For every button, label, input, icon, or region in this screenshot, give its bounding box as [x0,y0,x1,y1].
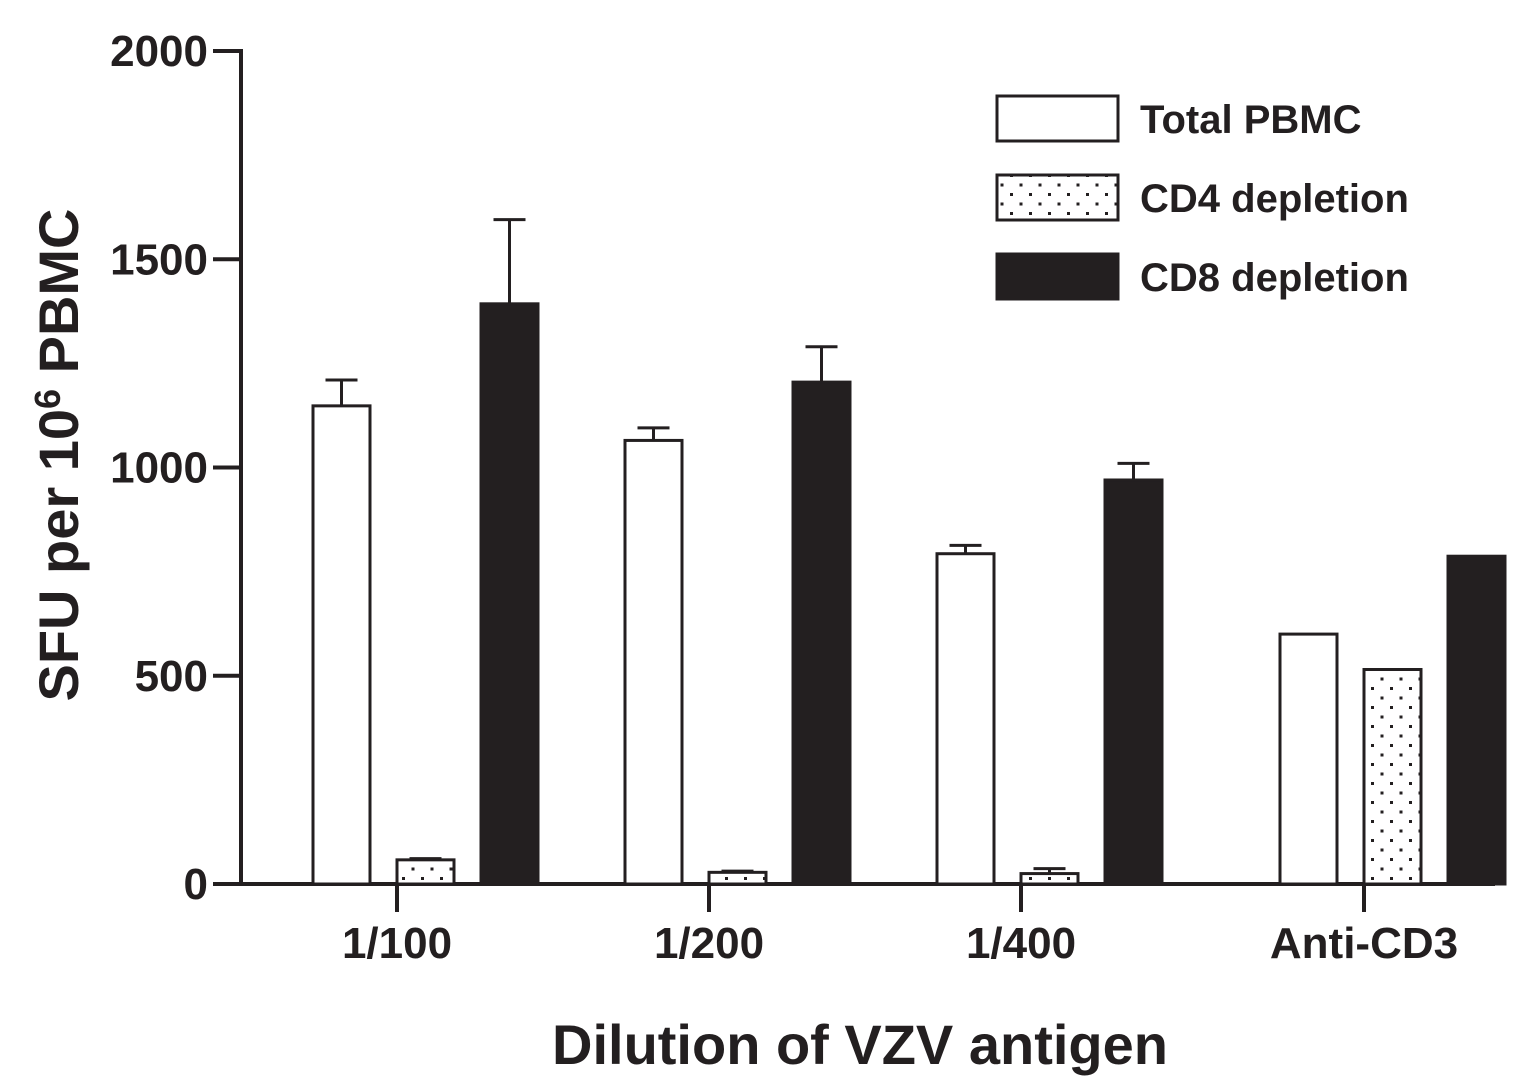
bar-cd4-depletion [1019,872,1080,886]
legend-swatch-cd8-depletion [995,252,1120,301]
bar-cd8-depletion [1103,478,1164,886]
legend-label: CD8 depletion [1140,256,1409,300]
legend-label: CD4 depletion [1140,177,1409,221]
y-axis-title-superscript: 6 [27,389,68,409]
bar-cd8-depletion [791,380,852,886]
y-axis: 0 500 1000 1500 2000 [110,27,243,909]
y-tick-label: 500 [135,652,208,701]
legend-swatch-cd4-depletion [995,173,1120,222]
error-bars [325,218,1150,874]
bar-cd8-depletion [1446,554,1507,886]
bar-total-pbmc [311,404,372,886]
y-tick-label: 0 [184,860,208,909]
x-tick-label: 1/400 [966,919,1076,968]
bars [311,302,1507,886]
x-tick-label: 1/100 [342,919,452,968]
bar-total-pbmc [623,438,684,886]
bar-cd4-depletion [395,858,456,886]
bar-total-pbmc [1278,632,1339,886]
x-axis-title: Dilution of VZV antigen [552,1013,1168,1076]
legend-swatch-total-pbmc [995,94,1120,143]
x-axis: 1/100 1/200 1/400 Anti-CD3 [239,882,1495,968]
bar-cd4-depletion [707,870,768,886]
y-axis-title: SFU per 106 PBMC [27,208,90,701]
y-tick-label: 2000 [110,27,208,76]
x-tick-label: Anti-CD3 [1270,919,1458,968]
y-tick-label: 1000 [110,444,208,493]
bar-cd4-depletion [1362,668,1423,886]
legend: Total PBMC CD4 depletion CD8 depletion [995,94,1409,301]
y-axis-title-suffix: PBMC [27,208,90,388]
x-tick-label: 1/200 [654,919,764,968]
y-axis-title-prefix: SFU per 10 [27,409,90,702]
y-tick-label: 1500 [110,235,208,284]
bar-total-pbmc [935,552,996,886]
bar-cd8-depletion [479,302,540,886]
legend-label: Total PBMC [1140,98,1361,142]
